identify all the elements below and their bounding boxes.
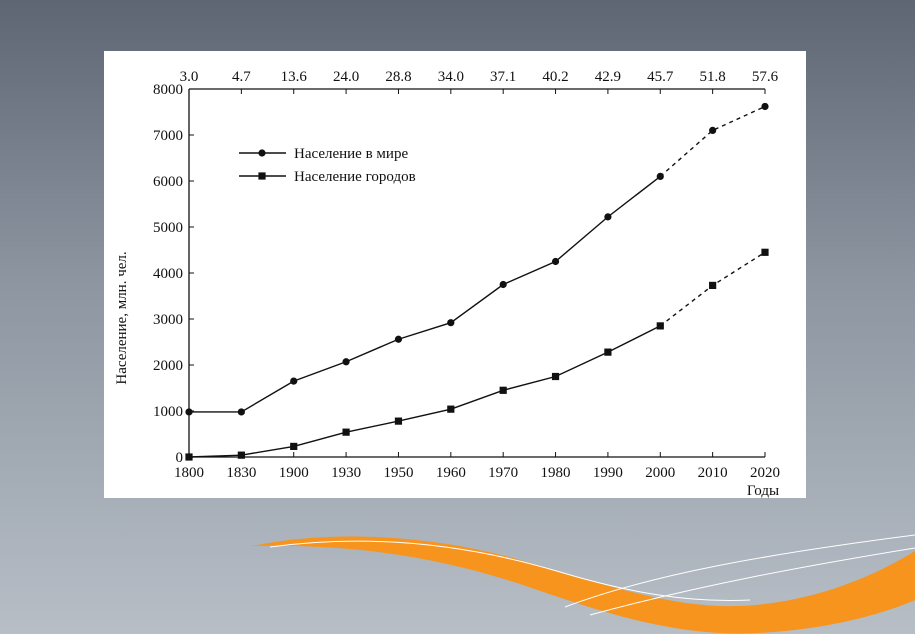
y-tick-label: 0	[176, 450, 184, 466]
x-tick-label: 2000	[645, 465, 675, 481]
data-point-world	[499, 280, 507, 289]
data-point-world	[290, 377, 298, 385]
x-tick-label: 1830	[226, 465, 256, 481]
series-line-world	[189, 175, 661, 413]
series-lines	[188, 105, 766, 458]
x-tick-label: 1970	[488, 465, 518, 481]
ribbon-white-curve-2	[564, 534, 915, 608]
orange-ribbon	[252, 536, 915, 634]
data-point-urban	[709, 281, 717, 290]
ribbon-white-curve-3	[589, 547, 915, 616]
legend: Население в мире Население городов	[239, 146, 416, 185]
data-point-urban	[342, 428, 350, 436]
y-axis-title: Население, млн. чел.	[114, 251, 130, 384]
y-tick-label: 8000	[153, 82, 183, 98]
x-tick-label: 1960	[436, 465, 466, 481]
top-axis-label: 4.7	[232, 69, 251, 85]
x-tick-label: 1930	[331, 465, 361, 481]
data-point-urban	[604, 348, 612, 356]
y-tick-label: 5000	[153, 220, 183, 236]
x-tick-label: 1800	[174, 465, 204, 481]
top-axis-label: 37.1	[490, 69, 516, 85]
y-tick-label: 4000	[153, 266, 183, 282]
top-axis-labels: 3.0 4.7 13.6 24.0 28.8 34.0 37.1 40.2 42.9 45.7 51…	[180, 69, 779, 85]
top-axis-label: 3.0	[180, 69, 199, 85]
data-point-world	[709, 126, 717, 134]
y-axis-tick-labels: 0 1000 2000 3000 4000 5000 6000 7000 8000	[153, 82, 183, 466]
data-point-world	[342, 358, 350, 366]
top-axis-label: 57.6	[752, 69, 779, 85]
series-line-urban	[188, 325, 661, 458]
series-markers	[185, 102, 769, 461]
y-tick-label: 3000	[153, 312, 183, 328]
data-point-urban	[185, 453, 193, 461]
top-axis-label: 45.7	[647, 69, 674, 85]
top-axis-label: 40.2	[542, 69, 568, 85]
x-tick-label: 1990	[593, 465, 623, 481]
x-axis-tick-labels: 1800 1830 1900 1930 1950 1960 1970 1980 1990 2000…	[174, 465, 780, 481]
x-tick-label: 1900	[279, 465, 309, 481]
legend-label-world: Население в мире	[294, 146, 408, 162]
data-point-urban	[290, 442, 298, 451]
series-projection-urban	[659, 251, 766, 327]
top-axis-label: 13.6	[281, 69, 308, 85]
data-point-world	[237, 408, 245, 416]
data-point-world	[551, 257, 560, 266]
x-axis-title: Годы	[747, 483, 779, 498]
legend-label-urban: Население городов	[294, 169, 416, 185]
y-tick-label: 6000	[153, 174, 183, 190]
data-point-world	[761, 102, 769, 111]
legend-marker-urban	[258, 172, 266, 180]
top-axis-label: 51.8	[700, 69, 726, 85]
data-point-urban	[499, 386, 507, 394]
legend-marker-world	[258, 149, 266, 157]
series-projection-world	[659, 105, 766, 177]
data-point-urban	[551, 372, 560, 381]
data-point-urban	[237, 451, 245, 459]
data-point-world	[604, 213, 612, 221]
data-point-urban	[761, 248, 769, 256]
top-axis-label: 24.0	[333, 69, 359, 85]
population-chart: 3.0 4.7 13.6 24.0 28.8 34.0 37.1 40.2 42.9 45.7 51…	[114, 69, 780, 498]
top-axis-label: 42.9	[595, 69, 621, 85]
top-axis-label: 34.0	[438, 69, 464, 85]
axes-frame	[188, 88, 766, 458]
ribbon-white-curve-1	[269, 540, 751, 601]
y-tick-label: 1000	[153, 404, 183, 420]
data-point-urban	[447, 405, 455, 413]
x-tick-label: 1980	[541, 465, 571, 481]
data-point-world	[447, 319, 455, 327]
x-tick-label: 1950	[383, 465, 413, 481]
data-point-urban	[656, 322, 664, 330]
data-point-world	[185, 408, 193, 416]
chart-panel: 3.0 4.7 13.6 24.0 28.8 34.0 37.1 40.2 42.9 45.7 51…	[104, 51, 806, 498]
x-tick-label: 2020	[750, 465, 780, 481]
y-tick-label: 2000	[153, 358, 183, 374]
top-axis-label: 28.8	[385, 69, 411, 85]
y-tick-label: 7000	[153, 128, 183, 144]
data-point-world	[394, 335, 403, 343]
data-point-urban	[394, 417, 403, 425]
x-tick-label: 2010	[698, 465, 728, 481]
data-point-world	[656, 172, 664, 180]
